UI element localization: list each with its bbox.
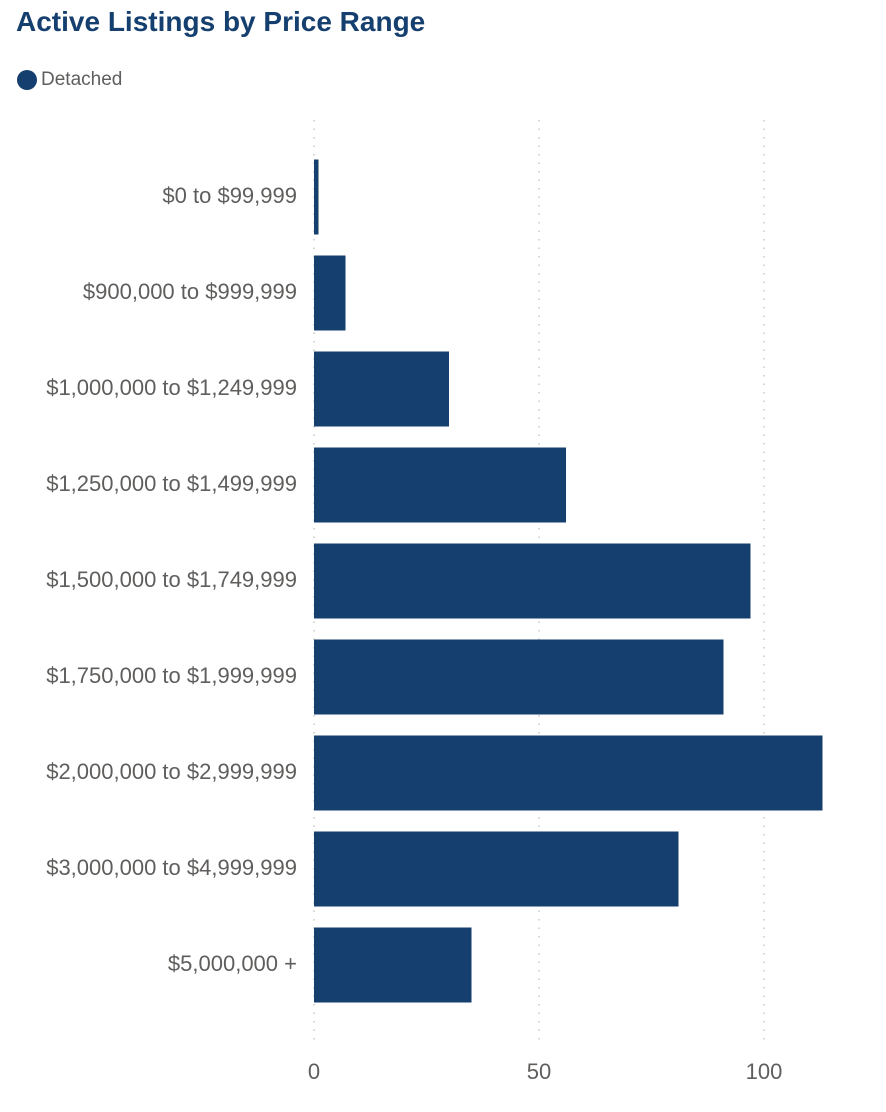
category-label-1-250-000-to-1-499-999: $1,250,000 to $1,499,999 xyxy=(46,471,297,496)
bars xyxy=(314,159,823,1003)
category-label-1-000-000-to-1-249-999: $1,000,000 to $1,249,999 xyxy=(46,375,297,400)
bar-1-500-000-to-1-749-999[interactable] xyxy=(314,543,751,619)
bar-1-000-000-to-1-249-999[interactable] xyxy=(314,351,449,427)
x-tick-label-50: 50 xyxy=(527,1059,551,1084)
bar-2-000-000-to-2-999-999[interactable] xyxy=(314,735,823,811)
legend[interactable]: Detached xyxy=(17,68,122,92)
legend-label-detached: Detached xyxy=(41,69,123,90)
x-tick-label-0: 0 xyxy=(308,1059,320,1084)
x-tick-label-100: 100 xyxy=(746,1059,783,1084)
category-label-0-to-99-999: $0 to $99,999 xyxy=(162,183,297,208)
bar-0-to-99-999[interactable] xyxy=(314,159,319,235)
bar-1-250-000-to-1-499-999[interactable] xyxy=(314,447,566,523)
category-label-1-500-000-to-1-749-999: $1,500,000 to $1,749,999 xyxy=(46,567,297,592)
category-label-1-750-000-to-1-999-999: $1,750,000 to $1,999,999 xyxy=(46,663,297,688)
bar-900-000-to-999-999[interactable] xyxy=(314,255,346,331)
category-label-3-000-000-to-4-999-999: $3,000,000 to $4,999,999 xyxy=(46,855,297,880)
bar-3-000-000-to-4-999-999[interactable] xyxy=(314,831,679,907)
bar-1-750-000-to-1-999-999[interactable] xyxy=(314,639,724,715)
chart-title: Active Listings by Price Range xyxy=(16,6,426,37)
category-label-2-000-000-to-2-999-999: $2,000,000 to $2,999,999 xyxy=(46,759,297,784)
x-axis-ticks: 0 50 100 xyxy=(308,1059,782,1084)
category-label-900-000-to-999-999: $900,000 to $999,999 xyxy=(83,279,297,304)
legend-swatch-detached xyxy=(17,70,37,90)
bar-5-000-000[interactable] xyxy=(314,927,472,1003)
category-label-5-000-000: $5,000,000 + xyxy=(168,951,297,976)
category-labels: $0 to $99,999 $900,000 to $999,999 $1,000,… xyxy=(46,183,297,976)
